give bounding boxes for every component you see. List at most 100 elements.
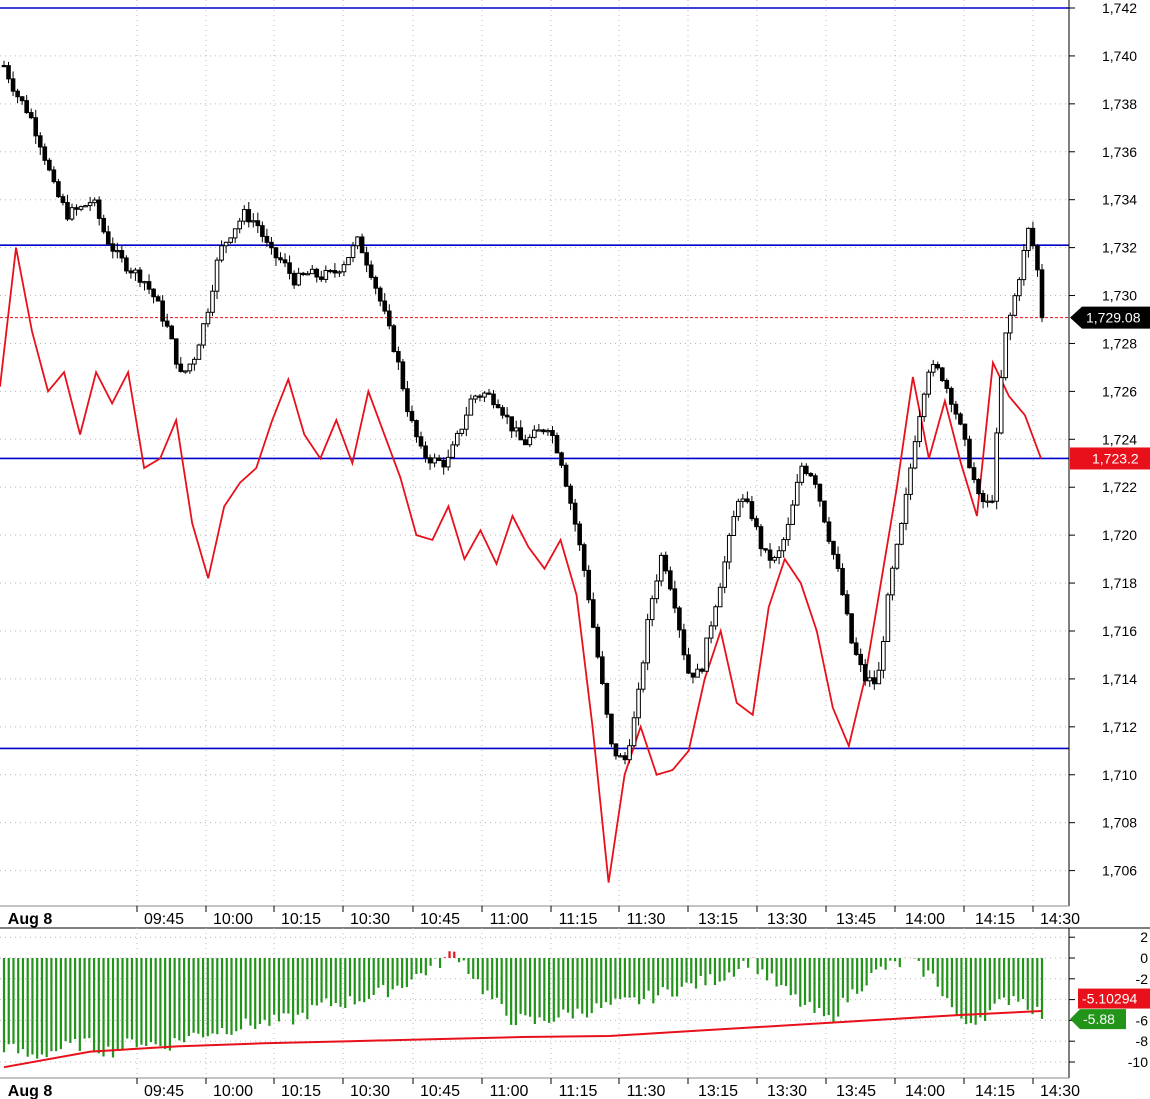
candle-body xyxy=(65,202,70,220)
candle-body xyxy=(826,521,832,542)
candle-body xyxy=(491,393,496,406)
osc-x-tick-label: 14:15 xyxy=(975,1083,1015,1099)
candle-body xyxy=(350,245,356,259)
candle-body xyxy=(146,281,152,290)
candle-body xyxy=(958,413,963,425)
candle-body xyxy=(37,135,43,148)
candle-body xyxy=(237,220,242,230)
signal-line-path xyxy=(3,1010,1043,1069)
candle-body xyxy=(609,713,614,745)
candle-body xyxy=(500,407,505,416)
candle-body xyxy=(115,250,120,253)
candle-body xyxy=(427,457,433,464)
candle-body xyxy=(24,100,29,114)
candle-body xyxy=(10,78,16,92)
candle-body xyxy=(409,411,415,422)
price-y-tick-label: 1,712 xyxy=(1102,719,1137,735)
candle-body xyxy=(867,677,873,682)
candle-body xyxy=(78,206,84,210)
candle-body xyxy=(862,664,868,682)
candle-body xyxy=(459,428,465,434)
price-y-tick-label: 1,730 xyxy=(1102,288,1137,304)
current-price-flag-shape xyxy=(1070,306,1150,329)
candle-body xyxy=(128,270,134,274)
candle-body xyxy=(1017,279,1022,297)
osc-y-tick-label: 0 xyxy=(1140,950,1148,966)
candle-body xyxy=(903,493,909,524)
candle-body xyxy=(695,668,700,678)
price-y-tick-label: 1,726 xyxy=(1102,383,1137,399)
candle-body xyxy=(545,430,551,433)
candlesticks xyxy=(1,60,1045,765)
candle-body xyxy=(731,516,737,536)
candle-body xyxy=(355,236,360,247)
candle-body xyxy=(101,217,107,233)
candle-body xyxy=(1030,227,1036,247)
oscillator-histogram xyxy=(2,951,1044,1059)
candle-body xyxy=(835,553,841,569)
candle-body xyxy=(51,169,57,183)
candle-body xyxy=(246,209,252,223)
candle-body xyxy=(668,570,673,590)
osc-x-tick-label: 11:15 xyxy=(559,1083,598,1099)
price-y-tick-label: 1,716 xyxy=(1102,623,1137,639)
candle-body xyxy=(377,287,383,302)
candle-body xyxy=(314,268,320,278)
candle-body xyxy=(28,112,34,119)
candle-body xyxy=(1026,227,1031,251)
candle-body xyxy=(677,607,682,631)
candle-body xyxy=(359,236,365,254)
candle-body xyxy=(513,427,519,432)
candle-body xyxy=(613,743,619,757)
candle-body xyxy=(572,502,578,525)
candle-body xyxy=(681,629,687,656)
candle-body xyxy=(405,388,410,413)
candle-body xyxy=(949,387,954,405)
candle-body xyxy=(595,626,601,658)
candle-body xyxy=(482,392,487,398)
candle-body xyxy=(368,264,374,278)
candle-body xyxy=(341,264,347,273)
price-y-tick-label: 1,708 xyxy=(1102,815,1137,831)
candle-body xyxy=(989,500,995,503)
candle-body xyxy=(255,220,261,227)
osc-y-tick-label: -10 xyxy=(1128,1054,1148,1070)
candle-body xyxy=(373,276,378,289)
candle-body xyxy=(364,252,369,266)
price-x-tick-label: 09:45 xyxy=(144,911,184,928)
candle-body xyxy=(396,351,401,363)
candle-body xyxy=(445,456,451,468)
candle-body xyxy=(282,259,288,264)
candle-body xyxy=(586,569,592,601)
candle-body xyxy=(636,688,641,719)
osc-x-tick-label: 10:00 xyxy=(213,1083,253,1099)
oscillator-red-flag: -5.10294 xyxy=(1078,988,1150,1009)
candle-body xyxy=(785,523,791,541)
candle-body xyxy=(60,196,66,204)
oscillator-x-axis-labels: Aug 8 09:45 10:00 10:15 10:30 10:45 11:00 11:15… xyxy=(8,1078,1080,1099)
candle-body xyxy=(309,268,315,275)
price-y-tick-label: 1,718 xyxy=(1102,575,1137,591)
candle-body xyxy=(400,361,406,390)
candle-body xyxy=(164,320,170,327)
candle-body xyxy=(214,259,220,292)
candle-body xyxy=(772,556,777,561)
candle-body xyxy=(871,677,877,685)
current-price-flag: 1,729.08 xyxy=(1070,306,1150,329)
price-y-tick-label: 1,728 xyxy=(1102,335,1137,351)
candle-body xyxy=(210,290,215,313)
candle-body xyxy=(559,452,564,466)
candle-body xyxy=(223,241,229,247)
candle-body xyxy=(83,205,88,208)
candle-body xyxy=(899,522,904,545)
candle-body xyxy=(382,300,388,312)
candle-body xyxy=(486,392,492,395)
candle-body xyxy=(527,436,533,446)
candle-body xyxy=(192,358,197,365)
candle-body xyxy=(323,269,329,280)
price-y-tick-label: 1,740 xyxy=(1102,48,1137,64)
candle-body xyxy=(708,625,714,639)
candle-body xyxy=(713,606,718,627)
price-x-tick-label: 11:30 xyxy=(627,911,666,928)
candle-body xyxy=(169,325,175,340)
